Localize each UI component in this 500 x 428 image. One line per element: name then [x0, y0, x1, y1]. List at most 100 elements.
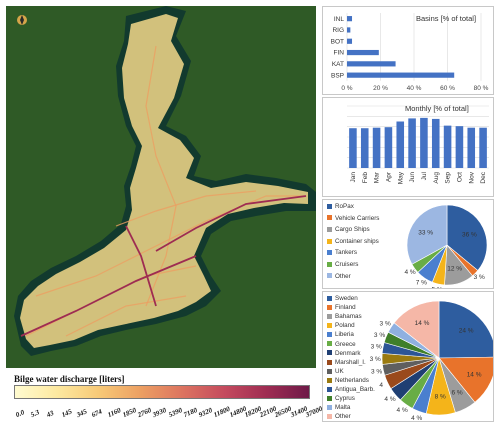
pie-legend-label: Other: [335, 413, 351, 421]
basins-category-label: KAT: [332, 61, 344, 68]
pie-legend-item: Greece: [327, 341, 356, 348]
pie-slice-label: 3 %: [370, 356, 381, 363]
monthly-category-label: Nov: [468, 171, 475, 183]
pie-legend-swatch: [327, 395, 332, 401]
monthly-bar: [443, 125, 452, 168]
pie-legend-label: Vehicle Carriers: [335, 214, 380, 222]
monthly-bar: [384, 127, 393, 168]
pie-slice-label: 4 %: [405, 269, 416, 276]
pie-legend-item: Sweden: [327, 295, 358, 302]
pie-legend-label: Other: [335, 272, 351, 280]
basins-bar: [347, 72, 455, 78]
pie-legend-label: Cruisers: [335, 261, 359, 268]
pie-legend-label: Netherlands: [335, 376, 369, 384]
pie-legend-item: Poland: [327, 322, 355, 329]
pie-slice-label: 36 %: [462, 231, 477, 238]
discharge-tick-label: 1850: [121, 406, 138, 420]
pie-slice-label: 12 %: [447, 266, 462, 273]
pie-slice-label: 5 %: [431, 287, 442, 288]
pie-legend-label: Tankers: [335, 249, 358, 257]
pie-legend-label: Bahamas: [335, 313, 362, 321]
monthly-category-label: Sep: [445, 172, 452, 184]
pie-slice: [406, 204, 448, 265]
pie-legend-swatch: [327, 323, 332, 329]
pie-legend-swatch: [327, 203, 332, 209]
baltic-sea-map: [6, 6, 316, 368]
pie-slice-label: 4 %: [397, 407, 408, 414]
pie-slice-label: 3 %: [380, 321, 391, 328]
basins-bar: [347, 61, 396, 67]
pie-legend-item: Tankers: [327, 249, 357, 256]
basins-tick-label: 80 %: [474, 85, 489, 92]
pie-legend-item: Vehicle Carriers: [327, 215, 379, 222]
monthly-bar: [479, 127, 487, 168]
pie-legend-swatch: [327, 238, 332, 244]
discharge-tick-label: 0.0: [14, 408, 26, 420]
pie-legend-swatch: [327, 350, 332, 356]
discharge-ticks: 0.0 5.3 43 145 345 674 1160 1850 2760 3930 5390 718…: [14, 401, 323, 427]
pie-legend-label: Marshall_I.: [335, 358, 366, 366]
pie-legend-swatch: [327, 414, 332, 420]
monthly-chart-panel: Monthly [% of total] Jan Feb Mar Apr May Jun Ju…: [322, 97, 494, 197]
monthly-chart: Monthly [% of total] Jan Feb Mar Apr May Jun Ju…: [347, 104, 489, 184]
pie-legend-label: Antigua_Barb.: [335, 386, 375, 393]
route-line: [115, 190, 257, 227]
discharge-tick-label: 145: [60, 407, 74, 420]
pie-legend-swatch: [327, 332, 332, 338]
route-line: [65, 295, 187, 337]
pie-slice-label: 3 %: [374, 332, 385, 339]
monthly-bar: [420, 117, 428, 168]
monthly-category-label: Feb: [362, 172, 369, 184]
basins-category-label: BSP: [331, 72, 344, 79]
vessel-type-pie: 36 % 3 % 12 % 5 % 7 %4 % 33 %: [405, 204, 488, 288]
pie-legend-label: RoPax: [335, 203, 354, 210]
pie-slice-label: 33 %: [418, 229, 433, 236]
pie-legend-item: Cruisers: [327, 261, 358, 268]
pie-legend-item: RoPax: [327, 203, 354, 210]
basins-tick-label: 20 %: [373, 85, 388, 92]
basins-category-label: BOT: [331, 38, 344, 45]
basins-tick-label: 40 %: [407, 85, 422, 92]
pie-legend-item: UK: [327, 368, 344, 375]
pie-slice: [438, 356, 493, 403]
monthly-category-label: May: [397, 171, 404, 184]
monthly-category-label: Mar: [374, 171, 381, 183]
flag-pie: 24 %14 %6 %8 %4 %4 %4 %43 %3 %3 %3 %3 % 1…: [370, 300, 493, 421]
discharge-color-ramp: [14, 385, 310, 399]
basins-category-label: INL: [334, 16, 345, 23]
pie-slice-label: 3 %: [371, 344, 382, 351]
pie-slice-label: 14 %: [415, 320, 430, 327]
pie-slice-label: 24 %: [459, 327, 474, 334]
monthly-bar: [455, 126, 464, 168]
heavy-route-line: [20, 255, 197, 337]
shipping-route-area: [20, 14, 308, 348]
monthly-bar: [408, 118, 416, 168]
discharge-tick-label: 345: [75, 407, 89, 420]
heavy-route-lines: [20, 195, 307, 337]
pie-legend-item: Other: [327, 413, 351, 420]
route-line: [145, 45, 177, 307]
pie-slice-label: 7 %: [416, 280, 427, 287]
pie-legend-swatch: [327, 359, 332, 365]
pie-legend-swatch: [327, 304, 332, 310]
pie-legend-label: Sweden: [335, 295, 358, 302]
monthly-category-label: Jan: [350, 172, 357, 183]
route-line: [35, 195, 306, 297]
basins-title: Basins [% of total]: [416, 14, 476, 23]
pie-slice-label: 8 %: [435, 394, 446, 401]
pie-slice-label: 6 %: [451, 389, 462, 396]
monthly-bar: [467, 127, 476, 168]
pie-legend-item: Other: [327, 273, 351, 280]
pie-legend-swatch: [327, 368, 332, 374]
monthly-bar: [396, 121, 405, 168]
pie-slice-label: 3 %: [371, 368, 382, 375]
monthly-category-label: Apr: [385, 171, 392, 182]
basins-bar: [347, 38, 353, 44]
pie-legend-swatch: [327, 215, 332, 221]
pie-slice: [393, 300, 440, 359]
pie-legend-item: Antigua_Barb.: [327, 386, 375, 393]
pie-legend-item: Netherlands: [327, 377, 369, 384]
pie-slice-label: 14 %: [467, 371, 482, 378]
pie-legend-label: Cyprus: [335, 395, 355, 403]
pie-slice-label: 4 %: [384, 396, 395, 403]
